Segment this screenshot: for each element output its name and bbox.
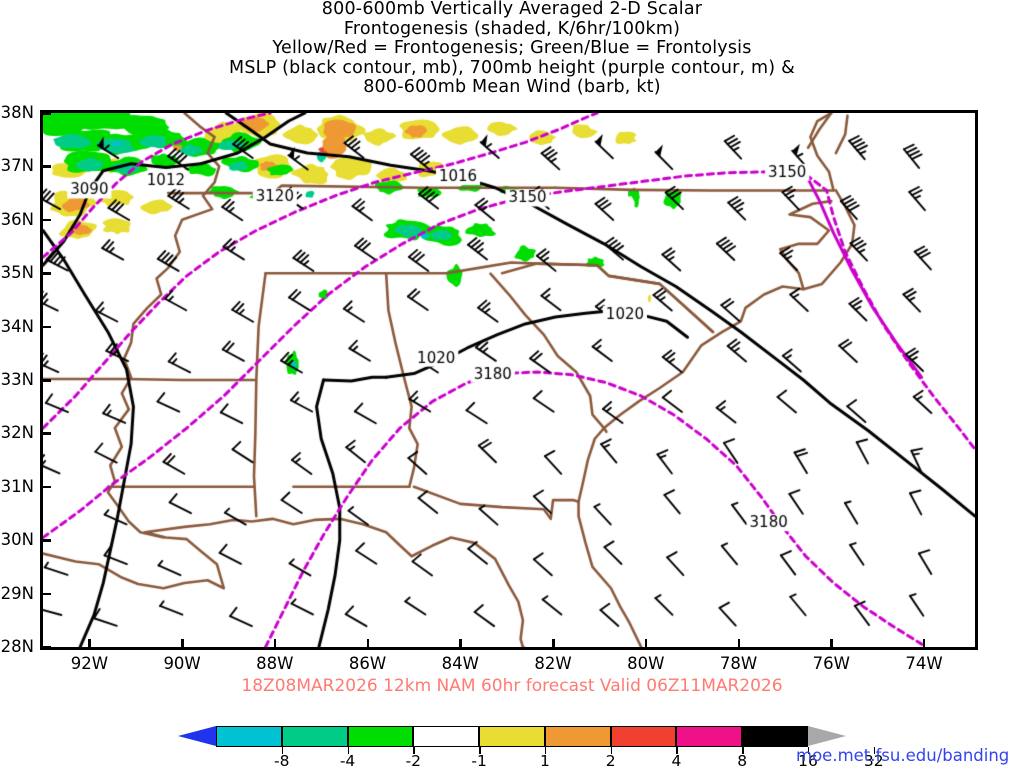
x-tick: [922, 639, 926, 650]
colorbar-tick-label: 4: [671, 752, 682, 770]
y-tick: [40, 112, 51, 115]
colorbar-tick: [281, 747, 284, 754]
y-axis-label: 38N: [0, 103, 34, 122]
colorbar-tick: [544, 747, 547, 754]
y-axis-label: 30N: [0, 530, 34, 550]
colorbar-tick: [347, 747, 349, 754]
x-tick: [88, 639, 91, 650]
forecast-valid-label: 18Z08MAR2026 12km NAM 60hr forecast Vali…: [241, 676, 783, 696]
x-axis-label: 76W: [812, 654, 850, 673]
colorbar-under-arrow: [178, 726, 216, 746]
colorbar-segment: [281, 726, 348, 747]
y-tick: [40, 379, 51, 382]
y-tick: [40, 646, 51, 649]
colorbar-tick: [413, 747, 415, 754]
y-axis-label: 29N: [0, 583, 34, 603]
colorbar-segment: [479, 726, 545, 747]
map-plot-area: [40, 110, 978, 650]
x-axis-label: 80W: [627, 654, 665, 673]
title-line-1: 800-600mb Vertically Averaged 2-D Scalar: [321, 0, 703, 19]
y-axis-label: 36N: [0, 209, 34, 229]
x-axis-label: 74W: [905, 654, 943, 673]
y-tick: [40, 485, 51, 489]
x-tick: [830, 639, 833, 650]
colorbar-segment: [347, 726, 414, 747]
x-tick: [273, 639, 277, 650]
x-tick: [737, 639, 741, 650]
x-tick: [552, 639, 555, 650]
x-axis-label: 84W: [441, 654, 479, 673]
colorbar-tick-label: -4: [339, 752, 356, 770]
colorbar-segment: [544, 726, 611, 747]
title-line-2: Frontogenesis (shaded, K/6hr/100km): [343, 18, 681, 39]
colorbar-tick-label: -2: [405, 752, 422, 770]
x-axis-label: 78W: [719, 654, 758, 673]
y-axis-label: 35N: [0, 263, 34, 283]
y-axis-label: 34N: [0, 316, 34, 336]
colorbar-tick-label: 32: [863, 752, 884, 770]
x-axis-label: 86W: [348, 654, 387, 673]
colorbar-tick: [479, 747, 481, 754]
colorbar-tick: [873, 747, 876, 754]
y-axis-label: 37N: [0, 156, 34, 176]
colorbar-bar: -8 -4 -2 -1 1 2 4 8 16 32: [178, 726, 884, 770]
colorbar-segment: [742, 726, 808, 747]
colorbar-tick-label: -8: [274, 752, 290, 770]
y-axis-label: 32N: [0, 423, 34, 443]
title-line-5: 800-600mb Mean Wind (barb, kt): [363, 77, 661, 97]
colorbar-tick: [610, 747, 613, 754]
x-tick: [181, 639, 184, 650]
colorbar-tick-label: -1: [471, 752, 487, 770]
colorbar-tick: [808, 747, 810, 754]
colorbar-segment: [413, 726, 480, 747]
y-axis-label: 33N: [0, 370, 34, 389]
x-tick: [459, 639, 462, 650]
title-line-3: Yellow/Red = Frontogenesis; Green/Blue =…: [272, 38, 752, 58]
x-axis-label: 92W: [70, 654, 109, 673]
x-tick: [366, 639, 370, 650]
colorbar-segment: [216, 726, 282, 747]
colorbar-tick-label: 2: [605, 752, 616, 770]
colorbar-segment: [676, 726, 743, 747]
colorbar-tick: [676, 747, 678, 754]
title-line-4: MSLP (black contour, mb), 700mb height (…: [229, 57, 795, 78]
y-tick: [40, 272, 51, 275]
y-tick: [40, 432, 51, 435]
map-canvas: [43, 113, 975, 647]
y-axis-label: 31N: [0, 476, 34, 496]
y-tick: [40, 592, 51, 596]
colorbar-over-arrow: [808, 726, 846, 746]
y-tick: [40, 218, 51, 222]
colorbar-tick-label: 16: [798, 752, 818, 770]
colorbar-tick: [742, 747, 744, 754]
chart-title: 800-600mb Vertically Averaged 2-D Scalar…: [0, 0, 1024, 98]
colorbar-segment: [610, 726, 677, 747]
x-axis-label: 82W: [534, 654, 572, 673]
colorbar-tick-label: 1: [539, 752, 550, 770]
x-axis-label: 90W: [163, 654, 201, 673]
colorbar: -8 -4 -2 -1 1 2 4 8 16 32: [178, 726, 884, 770]
y-tick: [40, 325, 51, 329]
source-watermark: moe.met.fsu.edu/banding: [796, 746, 1010, 765]
colorbar-tick-label: 8: [737, 752, 748, 770]
x-axis-label: 88W: [256, 654, 294, 673]
y-axis-label: 28N: [0, 637, 34, 656]
x-tick: [644, 639, 648, 650]
y-tick: [40, 165, 51, 168]
y-tick: [40, 539, 51, 542]
